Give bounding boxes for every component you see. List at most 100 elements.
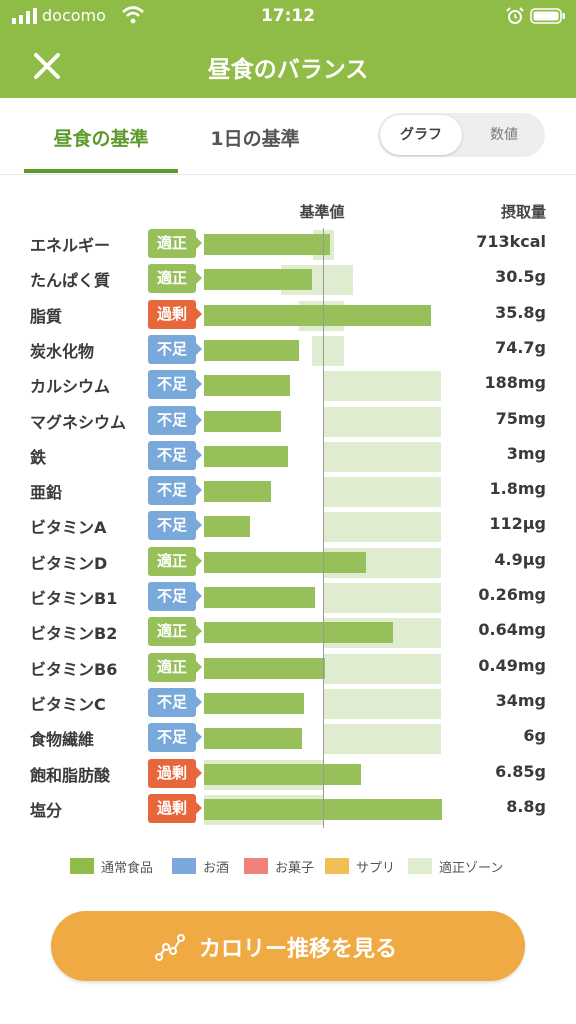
- intake-bar: [204, 728, 302, 750]
- intake-value: 8.8g: [506, 796, 546, 816]
- status-badge: 不足: [148, 582, 202, 611]
- calorie-trend-button[interactable]: カロリー推移を見る: [51, 911, 525, 981]
- intake-bar: [204, 234, 331, 255]
- intake-value: 75mg: [495, 408, 546, 428]
- chart-line-icon: [155, 934, 185, 961]
- legend-swatch: [172, 858, 196, 874]
- signal-icon: [12, 8, 37, 24]
- wifi-icon: [122, 6, 144, 24]
- nutrient-name: マグネシウム: [30, 412, 127, 432]
- intake-value: 35.8g: [495, 302, 546, 322]
- intake-bar: [204, 587, 315, 608]
- proper-zone: [312, 335, 345, 366]
- intake-bar: [204, 692, 304, 714]
- status-badge: 過剰: [148, 793, 202, 823]
- nutrient-row: 塩分 過剰 8.8g: [0, 791, 576, 826]
- intake-value: 112μg: [489, 514, 546, 534]
- nutrient-name: 飽和脂肪酸: [30, 765, 111, 785]
- intake-value: 188mg: [484, 373, 546, 393]
- status-badge: 適正: [148, 546, 202, 576]
- status-bar: docomo 17:12: [0, 0, 576, 32]
- status-badge: 適正: [148, 264, 202, 294]
- status-badge: 適正: [148, 229, 202, 258]
- nutrient-name: ビタミンA: [30, 518, 107, 538]
- battery-icon: [530, 8, 565, 24]
- nutrient-name: ビタミンC: [30, 694, 106, 714]
- status-badge: 適正: [148, 617, 202, 647]
- intake-value: 4.9μg: [494, 549, 546, 569]
- proper-zone: [323, 371, 441, 402]
- status-badge: 過剰: [148, 299, 202, 329]
- intake-value: 1.8mg: [489, 479, 546, 499]
- nutrient-row: エネルギー 適正 713kcal: [0, 226, 576, 261]
- legend-swatch: [325, 858, 349, 874]
- intake-value: 0.26mg: [478, 585, 546, 604]
- toggle-numbers[interactable]: 数値: [490, 127, 518, 143]
- calorie-trend-label: カロリー推移を見る: [199, 937, 398, 962]
- close-icon[interactable]: [30, 49, 64, 83]
- tab-lunch-standard[interactable]: 昼食の基準: [53, 128, 149, 150]
- nutrient-row: ビタミンB2 適正 0.64mg: [0, 614, 576, 649]
- nutrient-name: ビタミンB1: [30, 589, 118, 608]
- proper-zone: [323, 724, 441, 755]
- legend: 通常食品 お酒 お菓子 サプリ 適正ゾーン: [0, 854, 576, 878]
- intake-value: 0.64mg: [478, 620, 546, 640]
- intake-bar: [204, 445, 289, 467]
- page-title: 昼食のバランス: [207, 57, 369, 83]
- nutrient-name: 鉄: [30, 447, 47, 467]
- nutrient-name: カルシウム: [30, 377, 111, 397]
- intake-bar: [204, 481, 271, 503]
- header-standard: 基準値: [299, 203, 345, 221]
- status-badge: 不足: [148, 405, 202, 435]
- proper-zone: [323, 512, 441, 543]
- status-badge: 不足: [148, 476, 202, 506]
- legend-label: 適正ゾーン: [439, 861, 504, 876]
- nutrient-name: エネルギー: [30, 236, 111, 255]
- status-badge: 不足: [148, 334, 202, 364]
- intake-value: 34mg: [495, 690, 546, 710]
- intake-bar: [204, 304, 432, 326]
- proper-zone: [323, 653, 441, 684]
- toggle-graph[interactable]: グラフ: [380, 115, 462, 155]
- nutrient-row: 食物繊維 不足 6g: [0, 720, 576, 755]
- tab-daily-standard[interactable]: 1日の基準: [210, 128, 300, 150]
- nutrient-row: 飽和脂肪酸 過剰 6.85g: [0, 756, 576, 791]
- nutrient-name: 塩分: [30, 800, 63, 820]
- intake-value: 74.7g: [495, 337, 546, 357]
- proper-zone: [323, 406, 441, 437]
- nutrient-row: カルシウム 不足 188mg: [0, 367, 576, 402]
- intake-bar: [204, 763, 362, 785]
- intake-bar: [204, 410, 282, 432]
- nutrient-name: ビタミンB2: [30, 624, 118, 644]
- proper-zone: [323, 477, 441, 508]
- nutrient-row: ビタミンD 適正 4.9μg: [0, 544, 576, 579]
- tab-active-indicator: [24, 169, 178, 173]
- legend-label: お菓子: [275, 861, 315, 876]
- intake-value: 713kcal: [476, 232, 546, 251]
- status-time: 17:12: [260, 6, 316, 26]
- nutrient-row: ビタミンB6 適正 0.49mg: [0, 650, 576, 685]
- legend-swatch: [244, 858, 268, 874]
- intake-value: 6.85g: [495, 761, 546, 781]
- nutrient-row: ビタミンA 不足 112μg: [0, 508, 576, 543]
- status-badge: 不足: [148, 511, 202, 541]
- legend-label: お酒: [203, 861, 230, 876]
- intake-bar: [204, 375, 290, 397]
- intake-bar: [204, 339, 300, 361]
- nutrient-name: ビタミンD: [30, 553, 108, 573]
- status-badge: 不足: [148, 723, 202, 753]
- nutrient-row: 脂質 過剰 35.8g: [0, 297, 576, 332]
- tab-bar: 昼食の基準 1日の基準 グラフ 数値: [0, 98, 576, 175]
- nutrient-name: 亜鉛: [30, 483, 63, 503]
- legend-swatch: [70, 858, 94, 874]
- nutrient-row: たんぱく質 適正 30.5g: [0, 261, 576, 296]
- legend-label: 通常食品: [101, 861, 154, 876]
- status-badge: 過剰: [148, 758, 202, 788]
- nutrient-name: 食物繊維: [30, 730, 95, 750]
- intake-value: 6g: [523, 726, 546, 746]
- nutrient-name: ビタミンB6: [30, 659, 118, 679]
- nutrient-row: マグネシウム 不足 75mg: [0, 403, 576, 438]
- intake-value: 30.5g: [495, 267, 546, 287]
- view-toggle: グラフ 数値: [378, 113, 545, 157]
- nutrient-row: 亜鉛 不足 1.8mg: [0, 473, 576, 508]
